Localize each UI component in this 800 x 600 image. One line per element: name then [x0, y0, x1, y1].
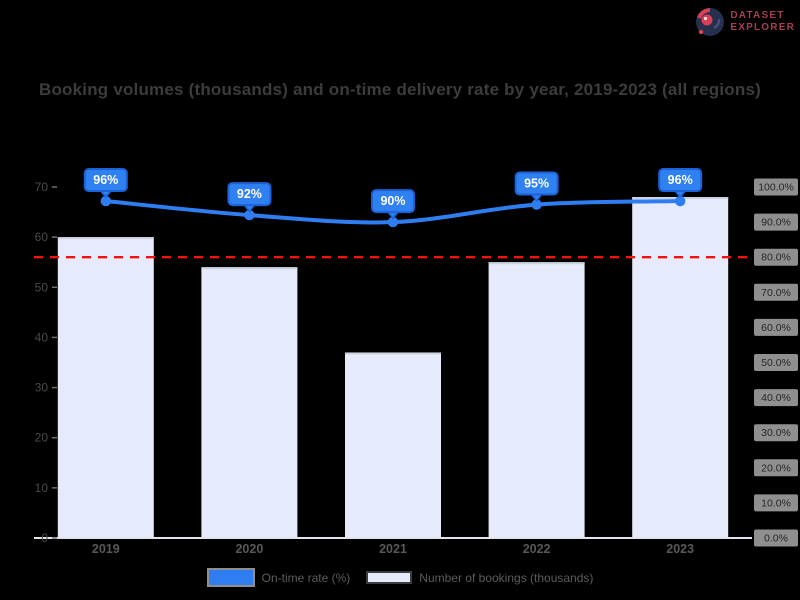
x-axis-label: 2021	[379, 542, 407, 556]
legend: On-time rate (%) Number of bookings (tho…	[0, 568, 800, 587]
x-axis-label: 2023	[666, 542, 694, 556]
line-marker	[100, 195, 112, 207]
bar-top-edge	[345, 352, 441, 355]
right-axis-tick-bg	[754, 389, 798, 407]
logo: DATASET EXPLORER	[694, 6, 795, 38]
right-axis-tick-bg	[754, 248, 798, 266]
right-axis-tick: 60.0%	[761, 322, 791, 334]
x-axis-label: 2022	[523, 542, 551, 556]
point-label: 92%	[237, 187, 262, 201]
bar	[632, 197, 729, 538]
point-label-box	[83, 168, 128, 193]
legend-swatch-line	[206, 568, 255, 587]
left-axis-tick: 10	[35, 481, 49, 495]
left-axis-tick-mark	[52, 537, 57, 539]
right-axis-tick: 90.0%	[761, 217, 791, 229]
logo-text-line2: EXPLORER	[730, 22, 795, 33]
bar	[345, 352, 441, 538]
right-axis-tick: 0.0%	[764, 533, 788, 545]
left-axis-tick-mark	[52, 186, 57, 188]
bar	[201, 267, 298, 538]
left-axis-tick: 50	[35, 280, 49, 294]
legend-label: Number of bookings (thousands)	[419, 570, 594, 585]
x-axis-label: 2019	[92, 542, 120, 556]
legend-label: On-time rate (%)	[261, 570, 351, 585]
right-axis-tick-bg	[754, 354, 798, 371]
point-label-box	[227, 182, 272, 207]
right-axis-tick-bg	[754, 459, 798, 477]
page-title: Booking volumes (thousands) and on-time …	[39, 80, 761, 99]
logo-icon	[696, 8, 725, 36]
left-axis-tick-mark	[52, 436, 57, 439]
bar-top-edge	[201, 267, 298, 270]
bar-top-edge	[488, 262, 585, 265]
point-label: 96%	[93, 173, 118, 187]
right-axis-tick-bg	[754, 213, 798, 231]
legend-swatch-bar	[366, 571, 413, 584]
line-marker	[387, 216, 399, 228]
point-label-box	[371, 189, 415, 214]
x-axis-label: 2020	[235, 542, 263, 556]
right-axis-tick: 50.0%	[761, 357, 791, 369]
left-axis-tick-mark	[52, 286, 57, 289]
right-axis-tick: 40.0%	[761, 392, 791, 404]
left-axis-tick: 40	[35, 330, 49, 344]
left-axis-tick: 20	[35, 431, 49, 445]
line-marker	[675, 195, 686, 207]
right-axis-tick: 100.0%	[758, 182, 794, 194]
right-axis-tick-bg	[754, 178, 798, 196]
logo-text-line1: DATASET	[730, 10, 785, 21]
left-axis-tick: 60	[35, 230, 49, 244]
bar	[57, 237, 154, 538]
right-axis-tick-bg	[754, 529, 798, 547]
x-axis-line	[34, 537, 752, 539]
point-label: 96%	[668, 173, 693, 187]
left-axis-tick: 70	[35, 180, 49, 194]
legend-item-line[interactable]: On-time rate (%)	[206, 568, 351, 587]
right-axis-tick: 20.0%	[761, 462, 791, 474]
right-axis-tick-bg	[754, 283, 798, 301]
point-label: 90%	[380, 194, 405, 208]
left-axis-tick: 0	[41, 531, 48, 545]
right-axis-tick: 30.0%	[761, 427, 791, 439]
right-axis-tick-bg	[754, 494, 798, 512]
point-label-box	[514, 171, 559, 196]
left-axis-tick: 30	[35, 381, 49, 395]
line-marker	[531, 199, 542, 210]
right-axis-tick: 10.0%	[761, 497, 791, 509]
left-axis-tick-mark	[52, 336, 57, 339]
right-axis-tick-bg	[754, 318, 798, 336]
right-axis-tick-bg	[754, 424, 798, 442]
bar	[488, 262, 585, 538]
left-axis-tick-mark	[52, 487, 57, 489]
point-label: 95%	[524, 177, 549, 191]
right-axis-tick: 80.0%	[761, 252, 791, 264]
point-label-box	[658, 168, 703, 193]
left-axis-tick-mark	[52, 386, 57, 389]
left-axis-tick-mark	[52, 236, 57, 238]
line-marker	[244, 209, 255, 221]
bar-top-edge	[57, 237, 154, 240]
legend-item-bar[interactable]: Number of bookings (thousands)	[366, 571, 593, 585]
right-axis-tick: 70.0%	[761, 287, 791, 299]
